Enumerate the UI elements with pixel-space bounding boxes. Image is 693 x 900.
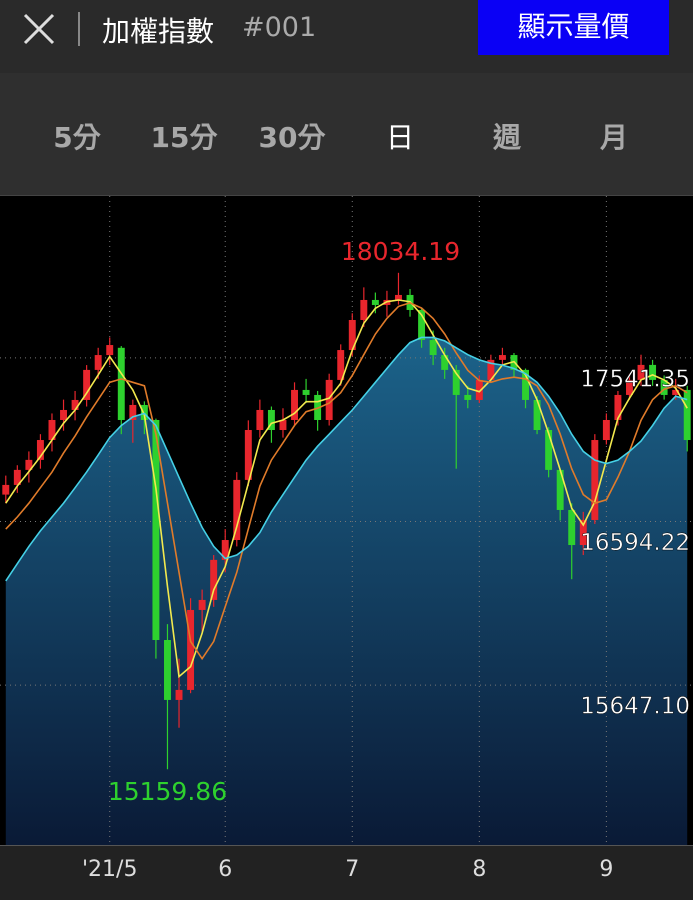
y-tick-label: 16594.22	[580, 530, 690, 556]
candle-body	[198, 599, 206, 610]
y-tick-label: 15647.10	[580, 694, 690, 720]
code: #001	[242, 12, 317, 43]
tab-bar: 5分 15分 30分 日 週 月	[0, 73, 693, 196]
x-axis-bar	[0, 845, 693, 900]
candle-body	[637, 364, 645, 380]
candle-body	[210, 559, 218, 600]
candle-body	[36, 440, 44, 460]
tab[interactable]: 30分	[258, 121, 326, 154]
candle-body	[579, 519, 587, 546]
candle-body	[83, 369, 91, 400]
candle-body	[2, 484, 10, 495]
candle-body	[152, 419, 160, 641]
show-volume-button[interactable]: 顯示量價	[478, 0, 669, 55]
candle-body	[649, 364, 657, 380]
candle-body	[94, 355, 102, 370]
title: 加權指數	[102, 15, 215, 48]
tab[interactable]: 15分	[150, 121, 218, 154]
tab[interactable]: 日	[385, 121, 414, 154]
candle-body	[267, 409, 275, 431]
candle-body	[60, 409, 67, 420]
top-bar: 加權指數 #001 顯示量價	[0, 0, 693, 73]
candle-body	[626, 379, 633, 395]
candle-body	[360, 299, 368, 320]
candle-body	[533, 399, 541, 431]
high-label: 18034.19	[341, 237, 460, 266]
candle-body	[660, 379, 668, 395]
x-tick-label: 9	[599, 857, 613, 882]
candle-body	[117, 347, 125, 420]
candle-body	[25, 459, 33, 470]
tab[interactable]: 週	[492, 121, 521, 154]
ma-line	[5, 299, 688, 679]
candle-body	[106, 345, 114, 356]
candle-body	[348, 319, 356, 351]
divider	[78, 12, 80, 46]
candle-body	[475, 379, 483, 400]
candle-body	[244, 430, 252, 480]
candle-body	[672, 389, 680, 395]
candle-body	[221, 540, 229, 560]
candle-body	[279, 419, 287, 431]
x-tick-label: '21/5	[82, 857, 137, 882]
ma-line	[5, 302, 688, 661]
candle-body	[522, 369, 529, 400]
candle-body	[337, 350, 345, 380]
x-tick-label: 6	[218, 857, 232, 882]
candle-body	[591, 440, 599, 520]
x-tick-label: 8	[472, 857, 486, 882]
candle-body	[452, 369, 460, 395]
candle-body	[256, 409, 264, 431]
candle-body	[140, 404, 148, 420]
tab[interactable]: 月	[599, 121, 628, 154]
candle-body	[187, 609, 195, 690]
low-label: 15159.86	[108, 777, 227, 806]
candle-body	[614, 394, 622, 420]
candle-body	[164, 640, 171, 700]
candle-body	[175, 689, 183, 700]
candle-body	[464, 394, 472, 400]
candle-body	[48, 419, 56, 441]
ma-area	[5, 337, 688, 845]
candle-body	[429, 340, 437, 356]
candle-body	[325, 379, 333, 420]
candle-body	[568, 509, 576, 546]
candle-body	[556, 469, 564, 510]
candle-body	[441, 355, 449, 370]
candle-body	[683, 389, 691, 441]
candle-body	[13, 469, 21, 485]
candle-body	[395, 294, 402, 300]
candle-body	[418, 309, 426, 341]
candle-body	[71, 399, 79, 410]
close-button[interactable]	[22, 12, 56, 46]
candle-body	[129, 404, 137, 420]
candle-body	[545, 430, 553, 470]
candle-body	[498, 355, 506, 360]
y-tick-label: 17541.35	[580, 366, 690, 392]
candle-body	[371, 299, 379, 305]
x-tick-label: 7	[345, 857, 359, 882]
candle-body	[302, 389, 310, 395]
tab[interactable]: 5分	[53, 121, 101, 154]
candle-body	[291, 389, 298, 420]
candle-body	[233, 479, 241, 541]
candle-body	[602, 419, 610, 441]
candle-body	[487, 359, 495, 380]
ma-line	[5, 336, 688, 582]
